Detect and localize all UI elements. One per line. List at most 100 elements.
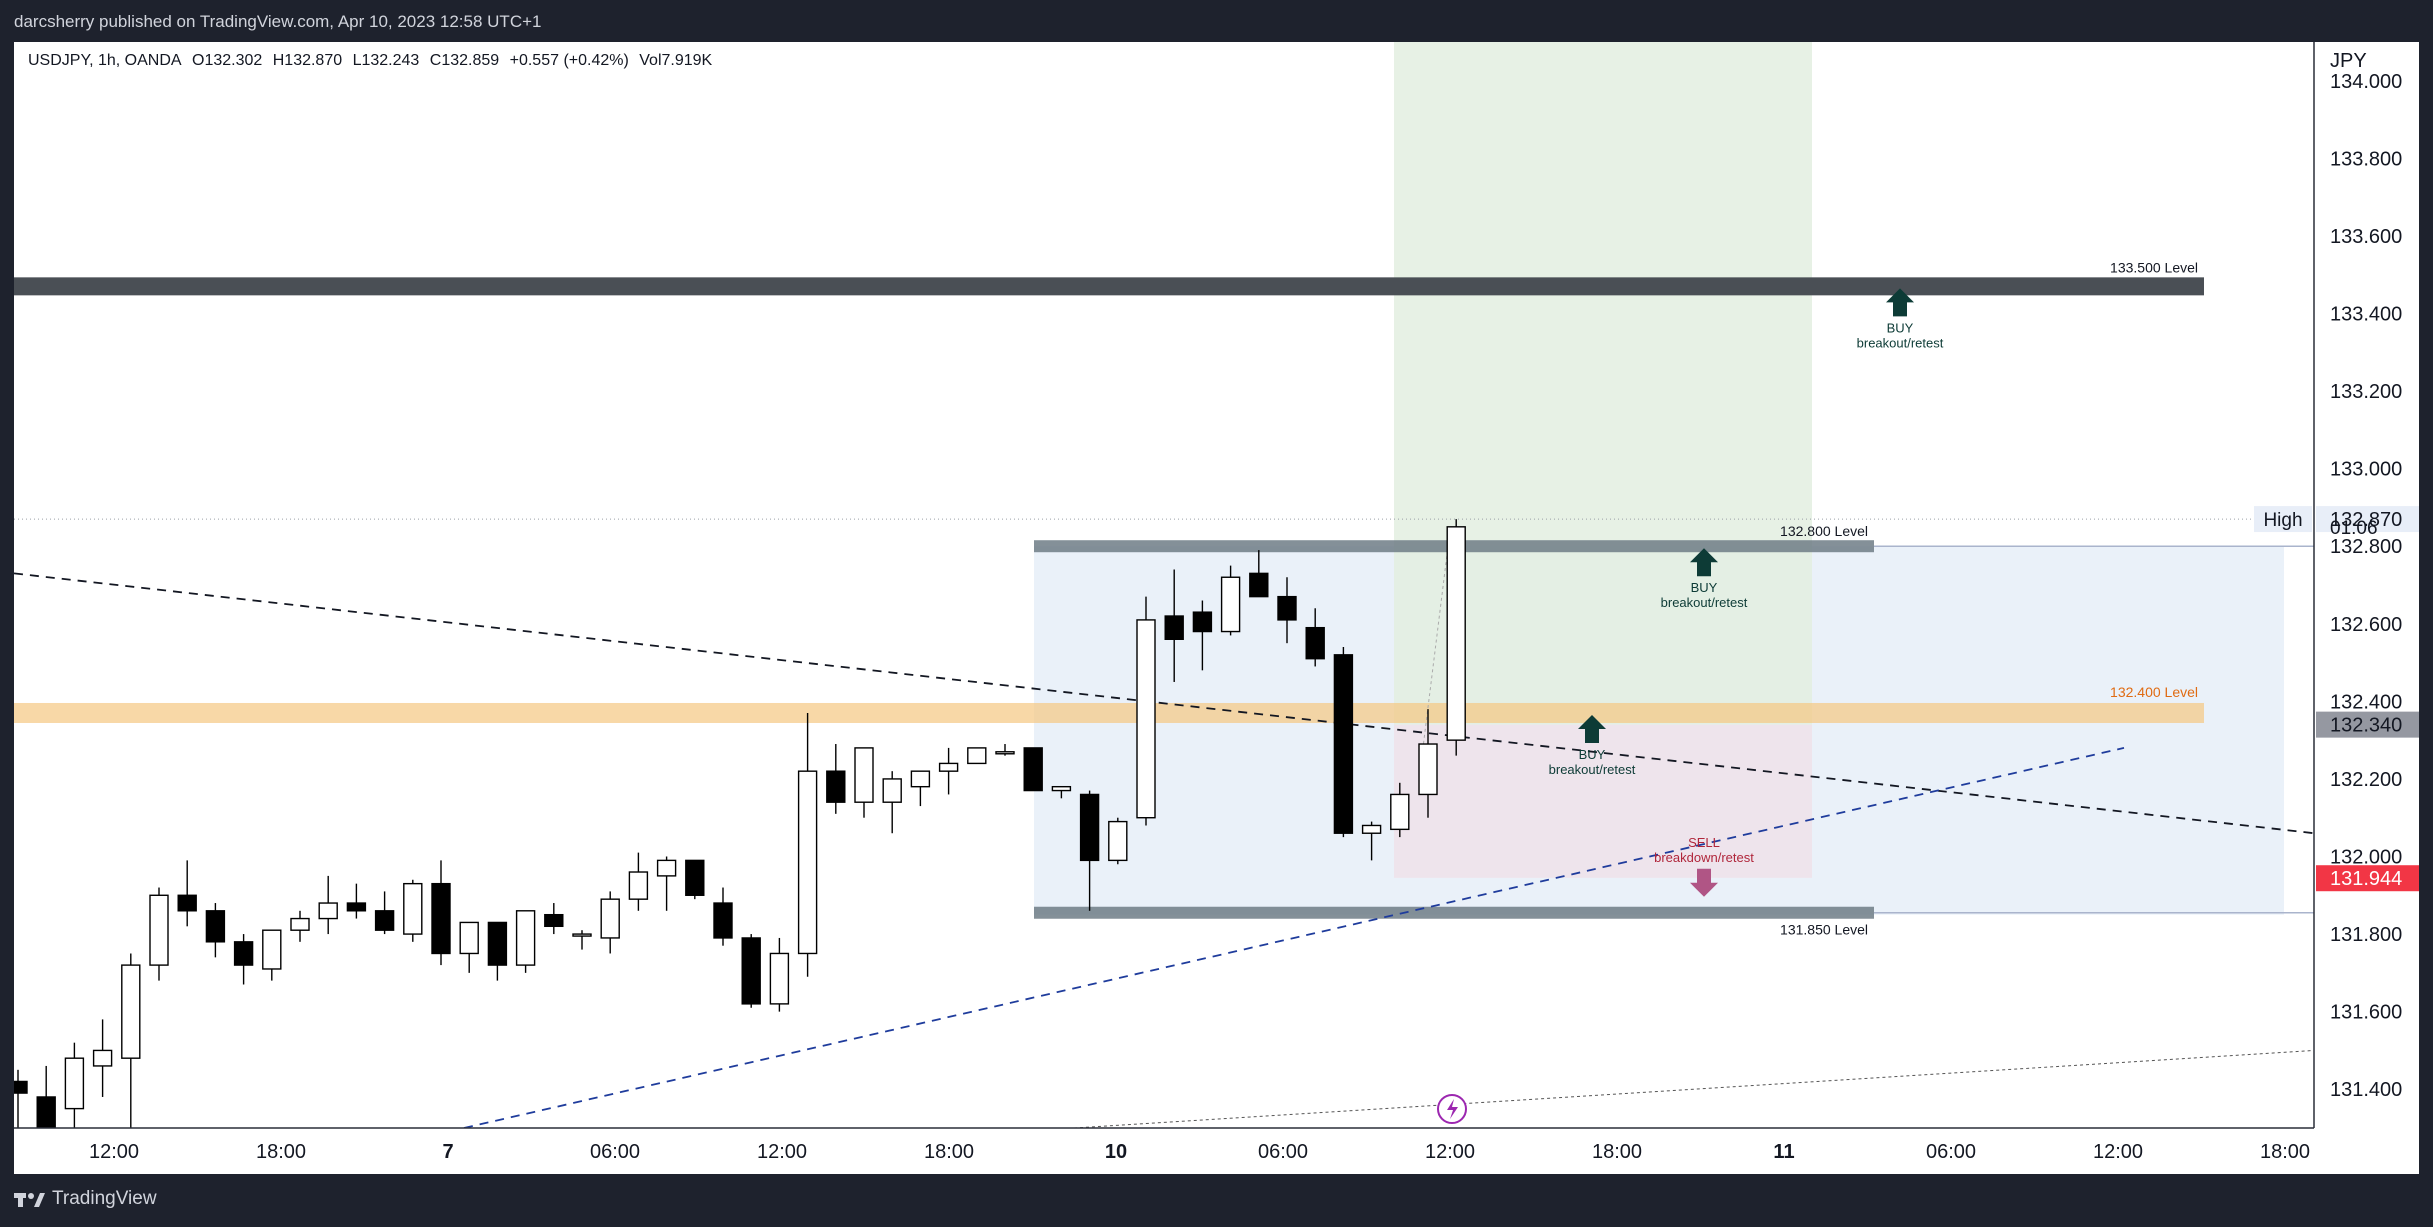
stop-zone xyxy=(1394,724,1812,878)
price-axis xyxy=(2314,42,2419,1174)
candle-body xyxy=(995,751,1015,755)
high-value: H132.870 xyxy=(272,52,343,69)
candle-body xyxy=(544,913,564,928)
y-tick-label: 133.200 xyxy=(2330,381,2402,403)
chart-canvas[interactable]: 133.500 Level 132.800 Level 132.400 Level 1… xyxy=(14,42,2419,1174)
ascending-trendline xyxy=(463,747,2125,1129)
y-tick-label: 133.400 xyxy=(2330,304,2402,326)
candle-body xyxy=(1277,595,1297,621)
x-tick-label: 18:00 xyxy=(924,1141,974,1163)
candle-body xyxy=(854,747,874,803)
candle-body xyxy=(1136,619,1156,819)
candle-body xyxy=(1305,626,1325,660)
candle-body xyxy=(121,964,141,1059)
candle-body xyxy=(797,770,818,955)
last-price-tag xyxy=(2316,865,2419,892)
lightning-icon xyxy=(1447,1099,1458,1119)
candle-body xyxy=(403,882,423,935)
high-price-tag xyxy=(2316,506,2419,533)
candle-body xyxy=(177,894,197,912)
candle-body xyxy=(1023,747,1043,792)
close-value: C132.859 xyxy=(429,52,500,69)
y-tick-label: 133.800 xyxy=(2330,148,2402,170)
footer-bar: TradingView xyxy=(0,1174,2433,1227)
candle-body xyxy=(685,859,705,896)
buy-text: breakout/retest xyxy=(1857,335,1944,350)
buy-title: BUY xyxy=(1691,580,1718,595)
candle-body xyxy=(882,778,902,803)
x-tick-label: 18:00 xyxy=(1592,1141,1642,1163)
publish-bar: darcsherry published on TradingView.com,… xyxy=(0,0,2433,42)
symbol-label[interactable]: USDJPY, 1h, OANDA xyxy=(28,52,182,69)
candle-body xyxy=(374,910,395,931)
x-tick-label: 12:00 xyxy=(1425,1141,1475,1163)
candle-body xyxy=(656,859,677,877)
y-tick-label: 134.000 xyxy=(2330,71,2402,93)
candle-body xyxy=(826,770,846,803)
candle-body xyxy=(1446,526,1466,741)
candle-body xyxy=(741,937,761,1005)
tradingview-icon xyxy=(14,1189,46,1209)
y-tick-label: 132.400 xyxy=(2330,691,2402,713)
candle-body xyxy=(1220,576,1241,633)
buy-arrow-icon xyxy=(1886,288,1914,317)
high-tag xyxy=(2254,506,2312,533)
chart-area[interactable]: 133.500 Level 132.800 Level 132.400 Level 1… xyxy=(14,42,2419,1174)
high-tag-label: High xyxy=(2263,510,2302,531)
last-price-label: 131.944 xyxy=(2330,868,2402,890)
open-value: O132.302 xyxy=(192,52,263,69)
x-tick-label: 06:00 xyxy=(1926,1141,1976,1163)
x-tick-label: 7 xyxy=(442,1141,453,1163)
level-band-2 xyxy=(14,702,2204,723)
current-price-label: 132.340 xyxy=(2330,715,2402,737)
volume-value: Vol7.919K xyxy=(639,52,713,69)
buy-text: breakout/retest xyxy=(1549,762,1636,777)
candle-body xyxy=(1333,654,1354,834)
y-tick-label: 133.600 xyxy=(2330,226,2402,248)
x-tick-label: 12:00 xyxy=(757,1141,807,1163)
candle-body xyxy=(318,902,338,920)
y-tick-label: 131.400 xyxy=(2330,1079,2402,1101)
x-tick-label: 06:00 xyxy=(590,1141,640,1163)
sell-title: SELL xyxy=(1688,835,1720,850)
publish-info: darcsherry published on TradingView.com,… xyxy=(14,12,542,31)
candle-body xyxy=(1079,793,1100,862)
candle-body xyxy=(910,770,931,788)
sell-arrow-icon xyxy=(1690,868,1718,897)
candle-body xyxy=(628,871,649,900)
candle-body xyxy=(1418,743,1438,796)
candle-body xyxy=(938,762,959,772)
candle-body xyxy=(713,902,733,939)
brand-label: TradingView xyxy=(52,1188,157,1209)
x-tick-label: 06:00 xyxy=(1258,1141,1308,1163)
candle-body xyxy=(1164,615,1184,640)
level-label-0: 133.500 Level xyxy=(2110,259,2198,275)
y-tick-label: 133.000 xyxy=(2330,459,2402,481)
candle-body xyxy=(233,941,254,966)
level-band-3 xyxy=(1034,906,1874,919)
y-tick-label: 131.600 xyxy=(2330,1002,2402,1024)
buy-title: BUY xyxy=(1579,747,1606,762)
candle-body xyxy=(487,921,508,966)
x-tick-label: 12:00 xyxy=(89,1141,139,1163)
x-tick-label: 10 xyxy=(1105,1141,1127,1163)
candle-body xyxy=(1192,611,1213,633)
candle-body xyxy=(346,902,367,912)
candle-body xyxy=(459,921,479,955)
candle-body xyxy=(1390,793,1410,831)
candle-body xyxy=(64,1057,85,1110)
level-band-0 xyxy=(14,277,2204,296)
tradingview-logo[interactable]: TradingView xyxy=(14,1188,157,1210)
candle-body xyxy=(1361,824,1382,834)
candle-body xyxy=(14,1080,28,1094)
current-price-tag xyxy=(2316,711,2419,738)
candle-body xyxy=(1249,572,1269,598)
candle-body xyxy=(290,917,310,931)
low-value: L132.243 xyxy=(352,52,420,69)
high-price-label: 132.870 xyxy=(2330,509,2402,531)
candle-body xyxy=(769,952,790,1005)
candle-body xyxy=(431,882,451,955)
buy-arrow-icon xyxy=(1690,548,1718,577)
candle-body xyxy=(967,747,987,765)
y-tick-label: 132.800 xyxy=(2330,536,2402,558)
